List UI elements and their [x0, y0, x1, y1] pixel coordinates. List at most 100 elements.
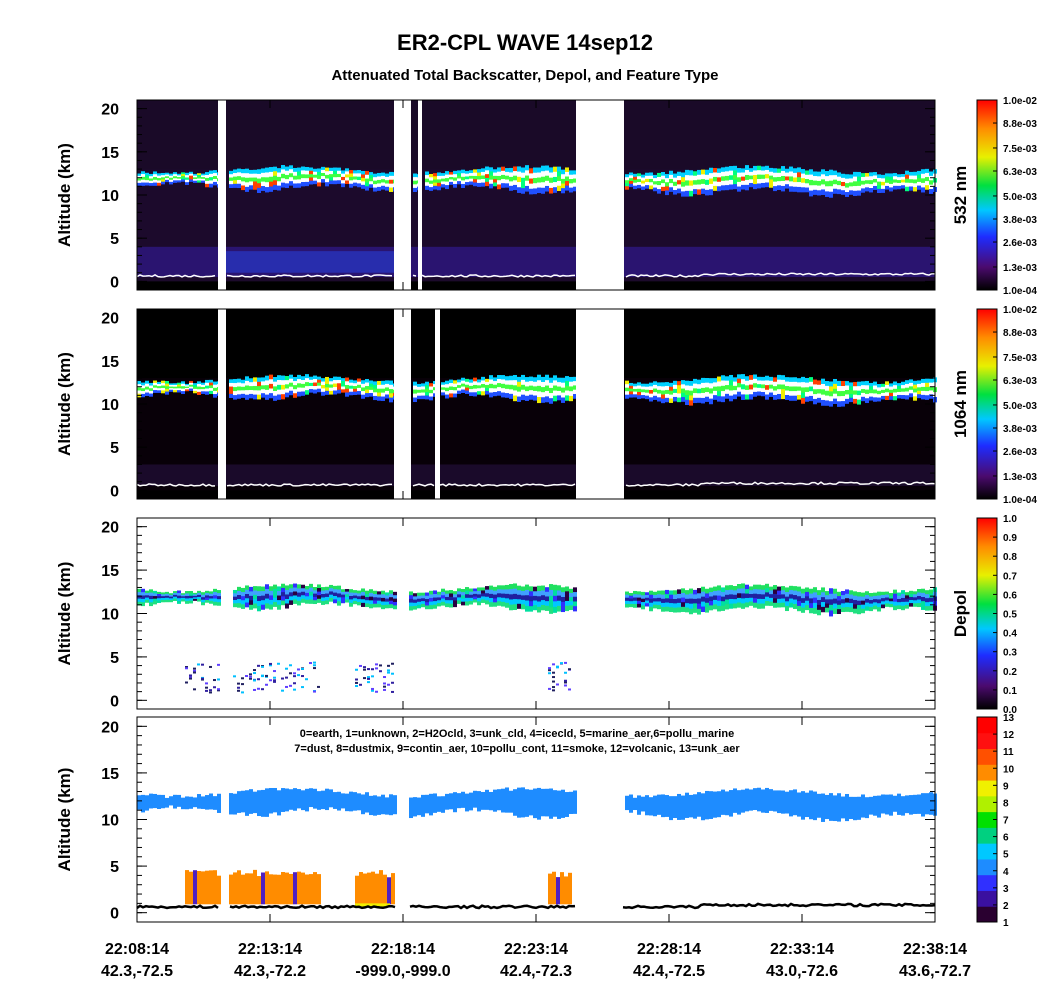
image-pixel [289, 664, 292, 667]
image-pixel [465, 384, 469, 389]
image-pixel [769, 586, 773, 591]
image-pixel [661, 183, 665, 188]
image-pixel [693, 180, 697, 186]
image-pixel [761, 585, 765, 591]
image-pixel [305, 589, 309, 594]
image-pixel [297, 596, 301, 602]
image-pixel [389, 593, 393, 598]
image-pixel [564, 681, 567, 684]
image-pixel [281, 380, 285, 386]
image-pixel [145, 592, 149, 596]
image-pixel [445, 171, 449, 176]
image-pixel [213, 178, 217, 183]
image-pixel [281, 375, 285, 381]
image-pixel [169, 600, 173, 603]
image-pixel [353, 383, 357, 387]
image-pixel [361, 380, 365, 385]
image-pixel [665, 382, 669, 387]
image-pixel [377, 396, 381, 401]
image-pixel [881, 591, 885, 596]
image-pixel [513, 180, 517, 186]
image-pixel [517, 603, 521, 609]
image-pixel [365, 603, 369, 608]
image-pixel [649, 175, 653, 180]
image-pixel [273, 180, 277, 186]
colorbar-segment [977, 748, 997, 765]
image-pixel [881, 188, 885, 193]
image-pixel [333, 390, 337, 395]
image-pixel [257, 790, 261, 817]
image-pixel [493, 179, 497, 183]
image-pixel [561, 387, 565, 394]
image-pixel [193, 175, 197, 178]
image-pixel [552, 871, 556, 905]
image-pixel [553, 606, 557, 613]
image-pixel [379, 670, 382, 673]
image-pixel [909, 393, 913, 398]
image-pixel [833, 170, 837, 176]
image-pixel [441, 382, 445, 386]
image-pixel [929, 605, 933, 611]
image-pixel [257, 394, 261, 400]
image-pixel [673, 392, 677, 398]
image-pixel [705, 396, 709, 402]
image-pixel [637, 395, 641, 399]
image-pixel [709, 398, 713, 405]
image-pixel [873, 592, 877, 597]
image-pixel [789, 166, 793, 172]
image-pixel [181, 596, 185, 599]
image-pixel [465, 170, 469, 175]
image-pixel [345, 171, 349, 175]
image-pixel [321, 381, 325, 386]
image-pixel [153, 174, 157, 178]
image-pixel [285, 384, 289, 389]
image-pixel [237, 791, 241, 813]
image-pixel [309, 595, 313, 600]
image-pixel [521, 188, 525, 194]
image-pixel [173, 386, 177, 389]
image-pixel [273, 171, 277, 177]
image-pixel [153, 179, 157, 184]
image-pixel [745, 165, 749, 171]
image-pixel [857, 176, 861, 182]
image-pixel [425, 171, 429, 176]
image-pixel [773, 172, 777, 178]
image-pixel [801, 182, 805, 188]
image-pixel [633, 590, 637, 595]
image-pixel [181, 175, 185, 179]
image-pixel [741, 168, 745, 174]
image-pixel [465, 378, 469, 383]
image-pixel [385, 387, 389, 392]
image-pixel [417, 395, 421, 400]
image-pixel [371, 871, 375, 905]
image-pixel [729, 374, 733, 381]
image-pixel [345, 177, 349, 181]
colorbar-label: Depol [951, 590, 970, 637]
image-pixel [897, 386, 901, 390]
image-pixel [309, 874, 313, 905]
image-pixel [533, 595, 537, 601]
image-pixel [537, 591, 541, 597]
image-pixel [845, 187, 849, 193]
image-pixel [785, 180, 789, 185]
image-pixel [333, 792, 337, 809]
image-pixel [529, 390, 533, 396]
image-pixel [629, 178, 633, 182]
image-pixel [301, 588, 305, 593]
image-pixel [721, 176, 725, 182]
image-pixel [517, 166, 521, 173]
image-pixel [369, 589, 373, 594]
image-pixel [261, 591, 265, 597]
image-pixel [185, 177, 189, 181]
image-pixel [769, 384, 773, 390]
image-pixel [881, 794, 885, 814]
image-pixel [761, 174, 765, 180]
image-pixel [269, 383, 273, 390]
image-pixel [189, 173, 193, 177]
image-pixel [865, 187, 869, 192]
image-pixel [725, 791, 729, 816]
image-pixel [373, 173, 377, 178]
image-pixel [777, 384, 781, 390]
image-pixel [865, 606, 869, 611]
image-pixel [813, 379, 817, 385]
